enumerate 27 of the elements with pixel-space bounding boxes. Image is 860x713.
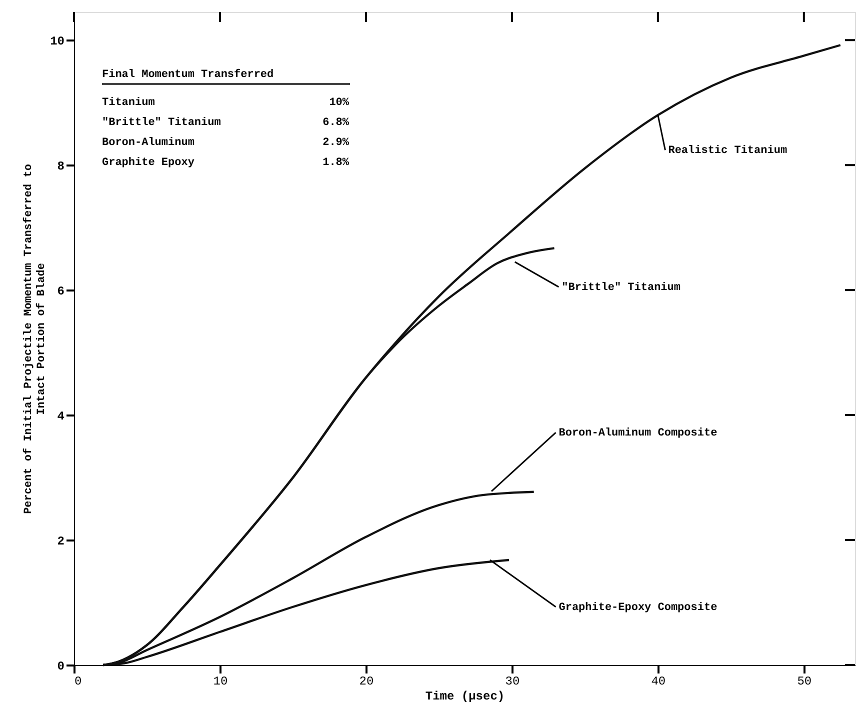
y-tick-label: 0 [57, 660, 64, 674]
y-tick-label: 4 [57, 410, 64, 424]
annotation: Boron-Aluminum [102, 137, 195, 149]
annotation: Final Momentum Transferred [102, 68, 274, 81]
annotation: 1.8% [322, 157, 350, 169]
annotation: 2.9% [322, 137, 350, 149]
annotation: Graphite-Epoxy Composite [558, 602, 718, 614]
annotation: Boron-Aluminum Composite [558, 428, 718, 440]
annotation: "Brittle" Titanium [102, 117, 222, 129]
annotation: 6.8% [322, 117, 350, 129]
annotation: Titanium [102, 97, 156, 109]
y-axis-title: Percent of Initial Projectile Momentum Transferred to Intact Portion of Blade [22, 164, 48, 514]
x-tick-label: 50 [797, 674, 812, 688]
x-tick-label: 20 [359, 674, 374, 688]
x-tick-label: 10 [213, 674, 228, 688]
x-tick-label: 40 [651, 674, 666, 688]
annotation: "Brittle" Titanium [562, 282, 681, 294]
x-axis-title: Time (μsec) [425, 690, 505, 704]
annotation: 10% [329, 97, 350, 109]
y-tick-label: 8 [57, 160, 64, 174]
y-tick-label: 10 [50, 34, 64, 49]
annotation: Graphite Epoxy [102, 157, 195, 169]
y-tick-label: 6 [57, 284, 64, 299]
y-tick-label: 2 [57, 534, 64, 549]
x-tick-label: 30 [505, 674, 520, 688]
annotation: Realistic Titanium [668, 145, 788, 158]
x-tick-label: 0 [74, 674, 82, 688]
